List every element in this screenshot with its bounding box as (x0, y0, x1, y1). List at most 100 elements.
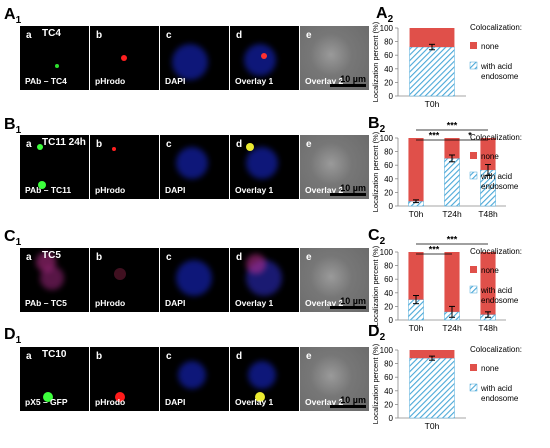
micrograph-panel: e Overlay 2 10 µm (300, 347, 369, 411)
fluorescence-signal (246, 254, 266, 274)
panel-caption: PAb – TC5 (25, 298, 67, 308)
legend-acid-line1: with acid (480, 172, 512, 181)
panel-letter: e (306, 351, 312, 362)
y-tick-label: 100 (380, 134, 394, 143)
y-tick-label: 80 (384, 38, 393, 47)
y-tick-label: 40 (384, 387, 393, 396)
legend-swatch-acid (469, 171, 478, 180)
scale-label: 10 µm (340, 183, 366, 193)
row-subscript: 1 (15, 237, 22, 249)
y-tick-label: 60 (384, 161, 393, 170)
micrograph-panel: d Overlay 1 (230, 26, 299, 90)
target-label: TC5 (42, 250, 61, 261)
panel-caption: Overlay 2 (305, 76, 344, 86)
y-tick-label: 80 (384, 360, 393, 369)
y-tick-label: 0 (389, 202, 394, 211)
fluorescence-signal (246, 143, 254, 151)
y-tick-label: 40 (384, 175, 393, 184)
category-label: T48h (478, 209, 498, 219)
bar-none (480, 252, 496, 315)
chart-panel-subscript: 2 (380, 332, 386, 343)
micrograph-panel: c DAPI (160, 26, 229, 90)
y-axis-label: Localization percent (%) (371, 245, 380, 326)
category-label: T0h (425, 99, 440, 109)
micrograph-panel: c DAPI (160, 248, 229, 312)
micrograph-panel: e Overlay 2 10 µm (300, 26, 369, 90)
y-tick-label: 80 (384, 262, 393, 271)
micrograph-panel: c DAPI (160, 347, 229, 411)
panel-letter: b (96, 30, 103, 41)
panel-letter: d (236, 351, 243, 362)
category-label: T48h (478, 323, 498, 333)
scale-bar (330, 306, 366, 309)
y-axis-label: Localization percent (%) (371, 21, 380, 102)
panel-letter: b (96, 139, 103, 150)
y-tick-label: 100 (380, 24, 394, 33)
row-label: D1 (4, 326, 21, 346)
chart-panel-letter: C2 (368, 227, 386, 247)
panel-letter: b (96, 252, 103, 263)
chart-panel-subscript: 2 (380, 124, 386, 135)
row-subscript: 1 (15, 125, 22, 137)
target-label: TC10 (42, 349, 67, 360)
legend-none: none (481, 266, 499, 275)
micrograph-panel: d Overlay 1 (230, 347, 299, 411)
panel-caption: DAPI (165, 76, 186, 86)
panel-caption: Overlay 2 (305, 185, 344, 195)
legend-acid-line2: endosome (481, 72, 519, 81)
panel-caption: PAb – TC4 (25, 76, 67, 86)
bar-with-acid-endosome (409, 46, 455, 97)
y-tick-label: 60 (384, 275, 393, 284)
scale-bar (330, 84, 366, 87)
fluorescence-signal (114, 268, 126, 280)
panel-letter: c (166, 139, 172, 150)
micrograph-panel: e Overlay 2 10 µm (300, 248, 369, 312)
panel-letter: e (306, 139, 312, 150)
row-letter: B (4, 116, 16, 133)
panel-letter: a (26, 252, 32, 263)
fluorescence-signal (176, 147, 208, 179)
panel-letter: a (26, 351, 32, 362)
legend-swatch-acid (469, 61, 478, 70)
significance-label: *** (447, 121, 458, 131)
panel-letter: e (306, 30, 312, 41)
bar-with-acid-endosome (444, 158, 460, 207)
micrograph-panel: b pHrodo (90, 248, 159, 312)
panel-caption: PAb – TC11 (25, 185, 72, 195)
panel-caption: pHrodo (95, 397, 126, 407)
panel-letter: c (166, 252, 172, 263)
row-subscript: 1 (15, 335, 22, 347)
micrograph-panel: e Overlay 2 10 µm (300, 135, 369, 199)
scale-bar (330, 405, 366, 408)
legend-acid-line2: endosome (481, 182, 519, 191)
panel-caption: pHrodo (95, 185, 126, 195)
panel-caption: Overlay 1 (235, 298, 274, 308)
legend-acid-line2: endosome (481, 394, 519, 403)
micrograph-panel: d Overlay 1 (230, 248, 299, 312)
legend-none: none (481, 42, 499, 51)
bar-none (444, 138, 460, 159)
row-label: A1 (4, 6, 21, 26)
panel-caption: Overlay 2 (305, 397, 344, 407)
panel-letter: d (236, 252, 243, 263)
panel-caption: DAPI (165, 397, 186, 407)
scale-label: 10 µm (340, 74, 366, 84)
scale-label: 10 µm (340, 296, 366, 306)
panel-caption: DAPI (165, 185, 186, 195)
y-axis-label: Localization percent (%) (371, 131, 380, 212)
scale-bar (330, 193, 366, 196)
legend-none: none (481, 152, 499, 161)
y-tick-label: 60 (384, 373, 393, 382)
panel-letter: e (306, 252, 312, 263)
fluorescence-signal (121, 55, 127, 61)
legend-none: none (481, 364, 499, 373)
legend-title: Colocalization: (470, 345, 522, 354)
y-tick-label: 100 (380, 248, 394, 257)
y-tick-label: 80 (384, 148, 393, 157)
micrograph-panel: a TC5 PAb – TC5 (20, 248, 89, 312)
row-label: B1 (4, 116, 21, 136)
panel-letter: d (236, 30, 243, 41)
y-tick-label: 0 (389, 316, 394, 325)
bar-with-acid-endosome (409, 357, 455, 419)
legend-acid-line1: with acid (480, 384, 512, 393)
